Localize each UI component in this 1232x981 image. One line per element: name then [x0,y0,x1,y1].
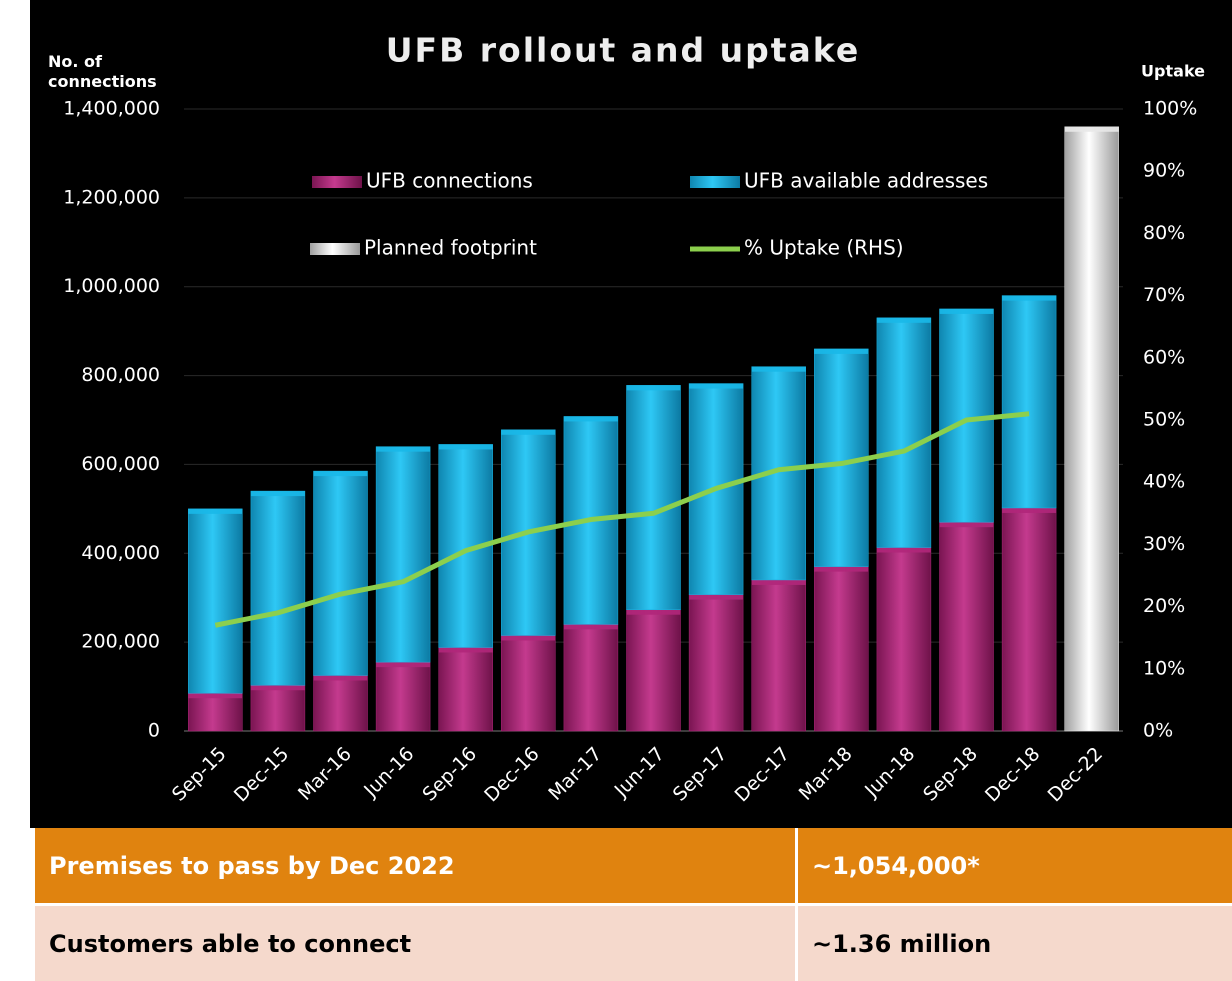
y2-tick-label: 30% [1143,533,1185,555]
bar-cap [563,624,618,630]
bar-cap [313,675,368,681]
table-cell: ~1.36 million [795,906,1232,981]
bar-cap [188,693,243,699]
bar-cap [689,594,744,600]
y-tick-label: 0 [148,720,160,742]
bar [438,647,493,732]
bar [188,692,243,732]
legend-label: Planned footprint [364,236,537,260]
y2-tick-label: 0% [1143,720,1173,742]
bar-cap [501,635,556,641]
bar [375,446,431,663]
bar [814,566,869,732]
bar-cap [751,366,806,372]
y2-tick-label: 40% [1143,471,1185,493]
bar-cap [626,609,681,615]
y2-tick-label: 70% [1143,284,1185,306]
y2-tick-label: 100% [1143,98,1197,120]
bar [313,675,368,732]
y2-tick-label: 90% [1143,160,1185,182]
bar-cap [1002,295,1057,301]
bar-cap [438,444,493,450]
legend-label: % Uptake (RHS) [744,236,904,260]
y2-tick-label: 80% [1143,222,1185,244]
legend-swatch [312,176,362,188]
y2-tick-label: 10% [1143,657,1185,679]
summary-table: Premises to pass by Dec 2022 ~1,054,000* C… [35,828,1232,981]
bar-cap [751,579,806,585]
bar-cap [376,446,431,452]
bar [1001,507,1057,732]
bar [501,635,556,732]
bar-cap [814,348,869,354]
bar [876,547,932,732]
bar-cap [626,385,681,391]
bar-cap [1064,126,1119,132]
bar-cap [876,547,931,553]
bar [626,385,681,610]
y-axis-label: No. of connections [48,52,157,91]
bar [250,684,306,732]
table-cell: ~1,054,000* [795,828,1232,906]
bar [751,579,806,732]
uptake-line [214,411,1030,628]
bar-cap [501,429,556,435]
bar-cap [939,308,994,314]
chart-title: UFB rollout and uptake [386,31,860,70]
bar-cap [689,383,744,389]
bar-cap [188,508,243,514]
y-tick-label: 1,400,000 [63,98,160,120]
legend-swatch [690,176,740,188]
bar [563,624,619,732]
legend-swatch [310,243,360,255]
y-tick-label: 200,000 [81,631,160,653]
legend-label: UFB connections [366,169,533,193]
y-tick-label: 600,000 [81,453,160,475]
legend-label: UFB available addresses [744,169,988,193]
bar [939,308,994,523]
bar [1001,295,1057,509]
bar [250,490,306,686]
bar [876,317,932,548]
y2-tick-label: 60% [1143,346,1185,368]
bar [375,661,431,732]
bar [313,470,368,676]
bar-cap [1002,507,1057,513]
bar [688,594,744,732]
bar-cap [563,416,618,422]
table-cell: Customers able to connect [35,906,795,981]
bar-cap [376,662,431,668]
table-row: Customers able to connect ~1.36 million [35,906,1232,981]
bar [1064,126,1119,732]
bar-cap [939,522,994,528]
bar-cap [313,471,368,477]
bar [188,508,243,694]
y2-tick-label: 50% [1143,409,1185,431]
bar-cap [250,491,305,497]
y-tick-label: 1,000,000 [63,275,160,297]
y2-tick-label: 20% [1143,595,1185,617]
y-tick-label: 400,000 [81,542,160,564]
y2-axis-label: Uptake [1141,62,1205,81]
bar [939,521,994,732]
bar-cap [814,566,869,572]
bar-cap [438,647,493,653]
bar-cap [876,317,931,323]
y-tick-label: 1,200,000 [63,186,160,208]
table-cell: Premises to pass by Dec 2022 [35,828,795,906]
bar-cap [250,685,305,691]
table-row: Premises to pass by Dec 2022 ~1,054,000* [35,828,1232,906]
y-tick-label: 800,000 [81,364,160,386]
bar [626,609,681,732]
chart: UFB rollout and uptake No. of connections… [30,0,1232,828]
